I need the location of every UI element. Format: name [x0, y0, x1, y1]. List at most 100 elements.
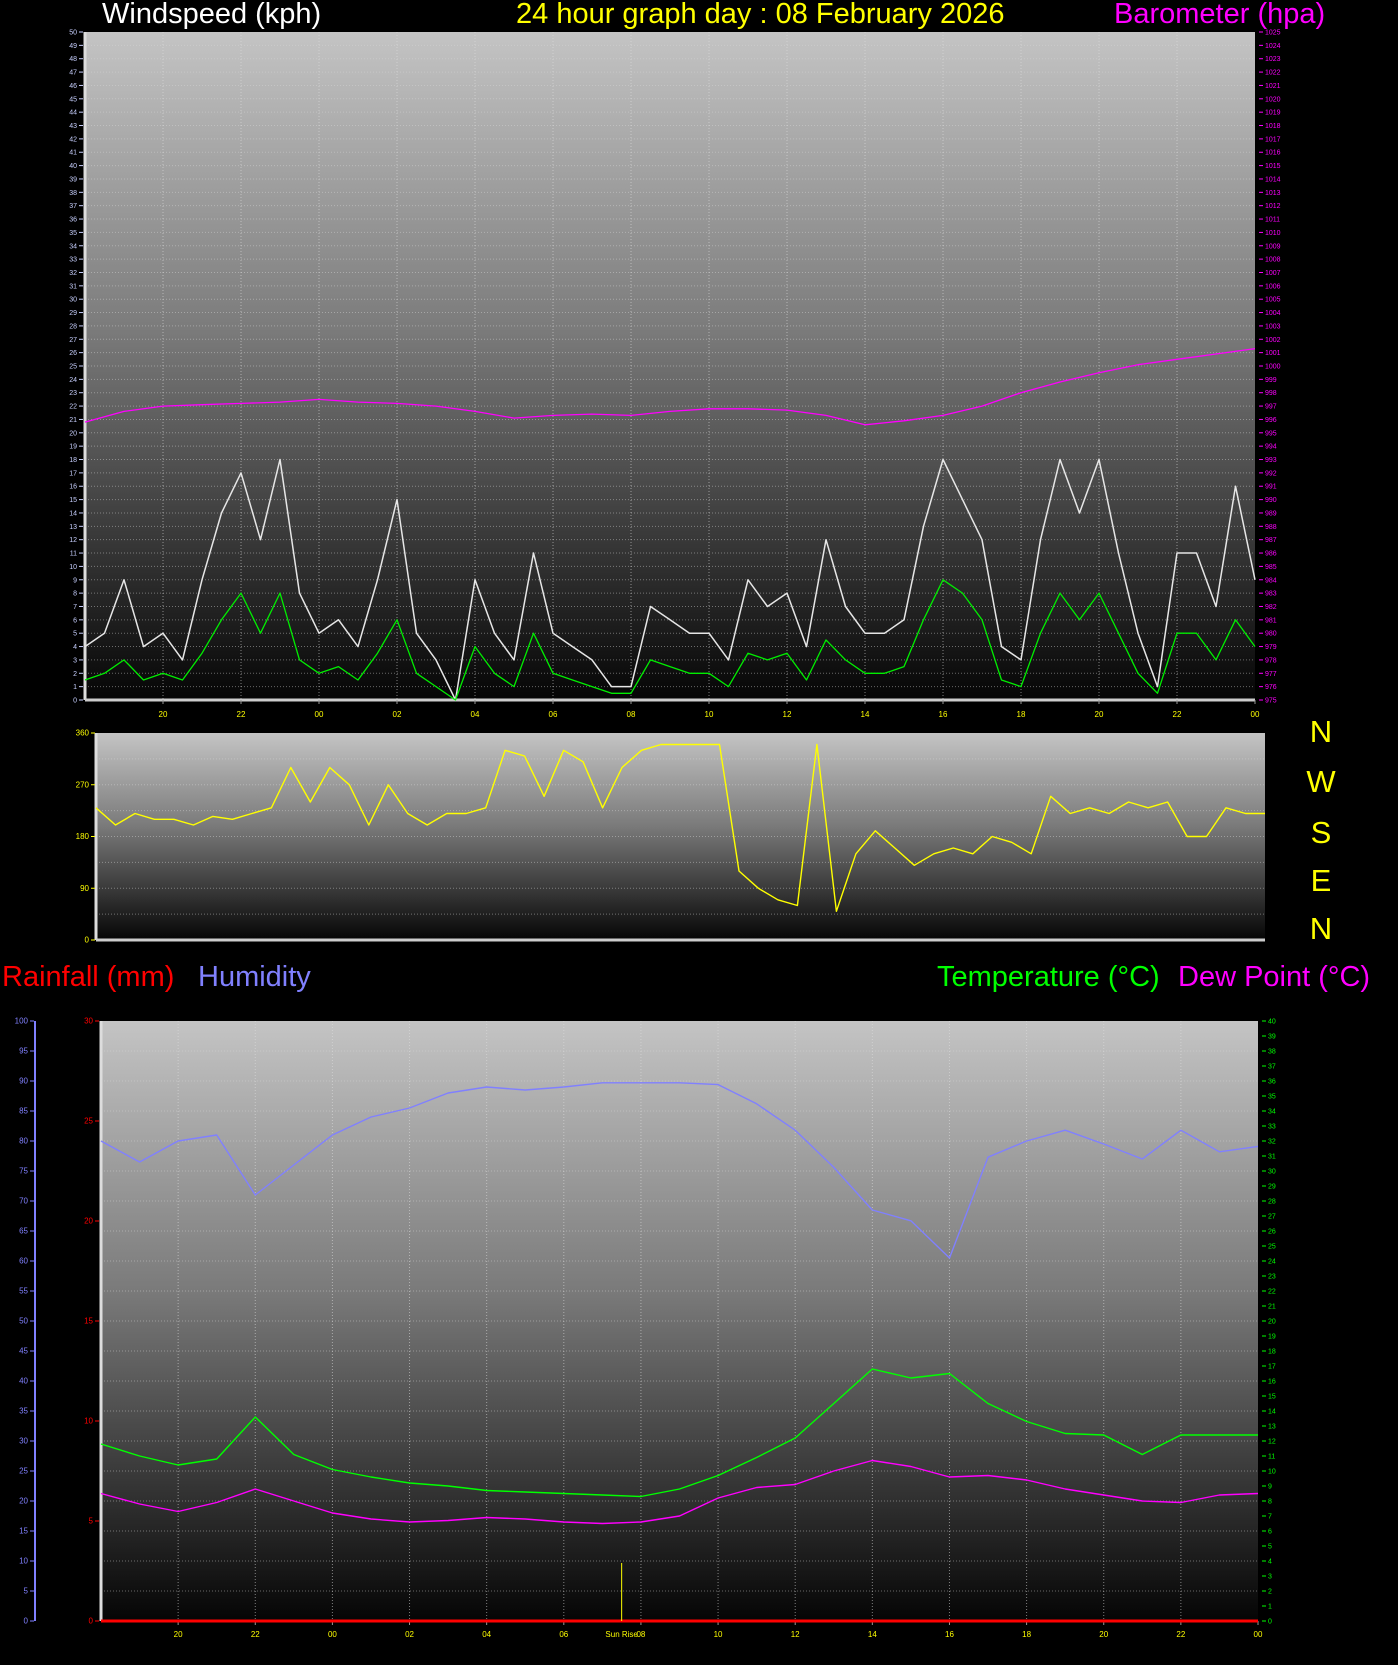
temperature-axis-label: 16 [1268, 1379, 1276, 1386]
direction-axis-label: 90 [80, 884, 89, 893]
humidity-axis-label: 0 [24, 1617, 29, 1626]
temperature-axis-label: 12 [1268, 1439, 1276, 1446]
barometer-axis-label: 1019 [1265, 110, 1281, 117]
windspeed-axis-label: 19 [69, 444, 77, 451]
windspeed-axis-label: 17 [69, 470, 77, 477]
windspeed-axis-label: 23 [69, 390, 77, 397]
temperature-axis-label: 11 [1268, 1454, 1275, 1461]
temperature-axis-label: 40 [1268, 1019, 1276, 1026]
windspeed-axis-label: 5 [73, 631, 77, 638]
windspeed-axis-label: 43 [69, 123, 77, 130]
windspeed-axis-label: 15 [69, 497, 77, 504]
temperature-axis-label: 26 [1268, 1229, 1276, 1236]
compass-s: S [1310, 815, 1332, 850]
windspeed-axis-label: 26 [69, 350, 77, 357]
barometer-axis-label: 998 [1265, 390, 1277, 397]
humidity-axis-label: 10 [19, 1557, 28, 1566]
temperature-axis-label: 27 [1268, 1214, 1276, 1221]
barometer-axis-label: 1024 [1265, 43, 1281, 50]
humidity-axis-label: 35 [19, 1407, 28, 1416]
humidity-axis-label: 30 [19, 1437, 28, 1446]
x-tick-label: 04 [471, 710, 480, 719]
windspeed-axis-label: 47 [69, 70, 77, 77]
temperature-axis-label: 23 [1268, 1274, 1276, 1281]
temperature-title: Temperature (°C) [937, 961, 1160, 993]
windspeed-axis-label: 33 [69, 257, 77, 264]
temperature-axis-label: 33 [1268, 1124, 1276, 1131]
barometer-axis-label: 1022 [1265, 70, 1281, 77]
humidity-axis-label: 70 [19, 1197, 28, 1206]
gust-line [84, 458, 1256, 701]
humidity-axis-label: 60 [19, 1257, 28, 1266]
windspeed-axis-label: 44 [69, 110, 77, 117]
barometer-axis-label: 984 [1265, 577, 1277, 584]
humidity-axis-label: 90 [19, 1077, 28, 1086]
barometer-axis-label: 1012 [1265, 203, 1281, 210]
x-tick-label: 20 [174, 1630, 183, 1639]
windspeed-axis-label: 29 [69, 310, 77, 317]
windspeed-axis-label: 41 [69, 150, 77, 157]
rainfall-axis-label: 25 [84, 1117, 93, 1126]
barometer-axis-label: 981 [1265, 617, 1277, 624]
temperature-line [100, 1368, 1258, 1498]
direction-axis-label: 360 [76, 729, 90, 738]
windspeed-axis-label: 11 [70, 551, 77, 558]
x-tick-label: 22 [251, 1630, 260, 1639]
x-tick-label: 14 [868, 1630, 877, 1639]
temperature-axis-label: 24 [1268, 1259, 1276, 1266]
rainfall-title: Rainfall (mm) [2, 961, 175, 993]
barometer-axis-label: 977 [1265, 671, 1277, 678]
humidity-axis-label: 55 [19, 1287, 28, 1296]
direction-axis-label: 0 [85, 936, 90, 945]
windspeed-axis-label: 18 [69, 457, 77, 464]
barometer-axis-label: 1015 [1265, 163, 1281, 170]
barometer-axis-label: 975 [1265, 698, 1277, 705]
x-tick-label: 10 [705, 710, 714, 719]
plot-area [85, 32, 1255, 700]
x-tick-label: 18 [1022, 1630, 1031, 1639]
barometer-axis-label: 997 [1265, 404, 1277, 411]
windspeed-axis-label: 8 [73, 591, 77, 598]
windspeed-axis-label: 1 [73, 684, 77, 691]
barometer-axis-label: 995 [1265, 430, 1277, 437]
windspeed-axis-label: 40 [69, 163, 77, 170]
windspeed-axis-label: 20 [69, 430, 77, 437]
temperature-axis-label: 4 [1268, 1559, 1272, 1566]
barometer-axis-label: 985 [1265, 564, 1277, 571]
windspeed-axis-label: 24 [69, 377, 77, 384]
windspeed-axis-label: 31 [69, 283, 77, 290]
temperature-axis-label: 32 [1268, 1139, 1276, 1146]
windspeed-axis-label: 32 [69, 270, 77, 277]
barometer-axis-label: 1008 [1265, 257, 1281, 264]
dewpoint-line [100, 1459, 1259, 1525]
windspeed-axis-label: 12 [69, 537, 77, 544]
rainfall-axis-label: 5 [89, 1517, 94, 1526]
direction-axis-label: 180 [76, 832, 90, 841]
windspeed-axis-label: 10 [69, 564, 77, 571]
windspeed-axis-label: 27 [69, 337, 77, 344]
humidity-axis-label: 50 [19, 1317, 28, 1326]
temperature-axis-label: 14 [1268, 1409, 1276, 1416]
barometer-axis-label: 993 [1265, 457, 1277, 464]
humidity-axis-label: 65 [19, 1227, 28, 1236]
temperature-axis-label: 22 [1268, 1289, 1276, 1296]
barometer-axis-label: 1007 [1265, 270, 1281, 277]
barometer-axis-label: 987 [1265, 537, 1277, 544]
rainfall-axis-label: 20 [84, 1217, 93, 1226]
windspeed-axis-label: 6 [73, 617, 77, 624]
windspeed-axis-label: 22 [69, 404, 77, 411]
barometer-axis-label: 986 [1265, 551, 1277, 558]
temperature-axis-label: 7 [1268, 1514, 1272, 1521]
humidity-axis-label: 20 [19, 1497, 28, 1506]
barometer-axis-label: 996 [1265, 417, 1277, 424]
windspeed-axis-label: 3 [73, 657, 77, 664]
barometer-axis-label: 1020 [1265, 96, 1281, 103]
windspeed-axis-label: 50 [69, 30, 77, 37]
barometer-axis-label: 979 [1265, 644, 1277, 651]
barometer-axis-label: 1023 [1265, 56, 1281, 63]
temperature-axis-label: 6 [1268, 1529, 1272, 1536]
temperature-axis-label: 21 [1268, 1304, 1276, 1311]
barometer-axis-label: 1002 [1265, 337, 1281, 344]
x-tick-label: 12 [783, 710, 792, 719]
